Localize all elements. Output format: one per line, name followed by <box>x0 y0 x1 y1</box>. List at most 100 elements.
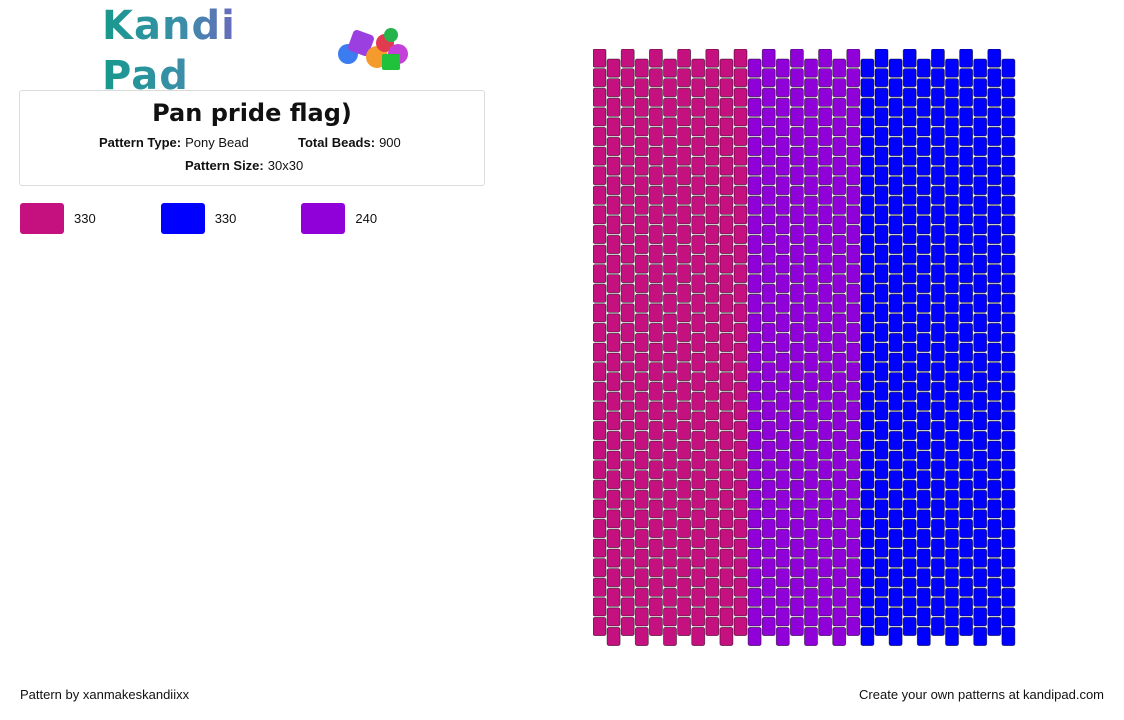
bead <box>593 68 607 88</box>
bead <box>959 499 974 519</box>
bead <box>888 627 903 647</box>
bead <box>775 607 790 627</box>
bead <box>719 352 734 372</box>
bead <box>789 68 804 88</box>
bead <box>705 303 720 323</box>
bead <box>945 372 959 392</box>
bead <box>1001 195 1016 215</box>
bead <box>691 195 706 215</box>
kandi-pad-logo[interactable]: Kandi Pad <box>102 3 412 99</box>
bead <box>761 264 776 284</box>
bead <box>620 401 635 421</box>
bead <box>719 234 734 254</box>
bead <box>747 391 762 411</box>
bead <box>930 518 945 538</box>
bead <box>846 68 861 88</box>
bead <box>874 68 889 88</box>
bead <box>959 538 974 558</box>
bead <box>761 107 776 127</box>
bead <box>916 78 931 98</box>
bead <box>606 78 621 98</box>
bead <box>973 411 988 431</box>
bead <box>818 577 833 597</box>
bead <box>634 156 649 176</box>
bead <box>1001 509 1016 529</box>
bead <box>691 587 706 607</box>
bead <box>987 205 1002 225</box>
bead <box>593 205 607 225</box>
bead <box>930 283 945 303</box>
bead <box>663 607 677 627</box>
bead <box>677 244 691 264</box>
bead <box>606 489 621 509</box>
bead <box>733 264 748 284</box>
bead <box>719 332 734 352</box>
bead <box>663 313 677 333</box>
bead <box>719 293 734 313</box>
bead <box>620 558 635 578</box>
bead <box>930 381 945 401</box>
bead <box>1001 97 1016 117</box>
bead <box>930 499 945 519</box>
bead <box>733 518 748 538</box>
bead <box>930 479 945 499</box>
bead <box>649 127 663 147</box>
bead <box>973 391 988 411</box>
bead <box>634 274 649 294</box>
bead <box>719 528 734 548</box>
bead <box>705 107 720 127</box>
bead <box>593 303 607 323</box>
bead <box>916 450 931 470</box>
bead <box>973 568 988 588</box>
bead <box>775 215 790 235</box>
bead <box>677 538 691 558</box>
bead <box>620 87 635 107</box>
bead <box>789 166 804 186</box>
bead <box>832 509 847 529</box>
bead <box>916 430 931 450</box>
bead <box>761 538 776 558</box>
color-swatch <box>301 203 346 234</box>
bead <box>606 411 621 431</box>
bead <box>930 342 945 362</box>
bead <box>733 558 748 578</box>
bead <box>634 234 649 254</box>
bead <box>888 274 903 294</box>
bead <box>691 156 706 176</box>
bead <box>860 548 875 568</box>
bead <box>916 627 931 647</box>
bead <box>761 518 776 538</box>
bead <box>818 538 833 558</box>
bead <box>663 430 677 450</box>
bead <box>846 342 861 362</box>
bead <box>902 127 917 147</box>
bead <box>846 244 861 264</box>
bead <box>945 509 959 529</box>
bead <box>818 342 833 362</box>
bead <box>973 528 988 548</box>
bead <box>818 264 833 284</box>
bead <box>888 234 903 254</box>
bead <box>860 293 875 313</box>
bead <box>691 176 706 196</box>
bead <box>916 411 931 431</box>
bead <box>945 489 959 509</box>
bead <box>620 49 635 68</box>
bead <box>874 185 889 205</box>
bead <box>677 401 691 421</box>
bead <box>959 617 974 637</box>
bead <box>945 58 959 78</box>
bead <box>902 617 917 637</box>
bead <box>902 224 917 244</box>
bead <box>606 176 621 196</box>
bead <box>987 518 1002 538</box>
bead <box>874 146 889 166</box>
bead <box>620 499 635 519</box>
bead <box>973 156 988 176</box>
bead <box>804 78 818 98</box>
total-beads-label: Total Beads: <box>298 135 376 150</box>
bead <box>620 577 635 597</box>
bead <box>902 166 917 186</box>
bead <box>620 283 635 303</box>
kandipad-link[interactable]: Create your own patterns at kandipad.com <box>859 687 1104 702</box>
